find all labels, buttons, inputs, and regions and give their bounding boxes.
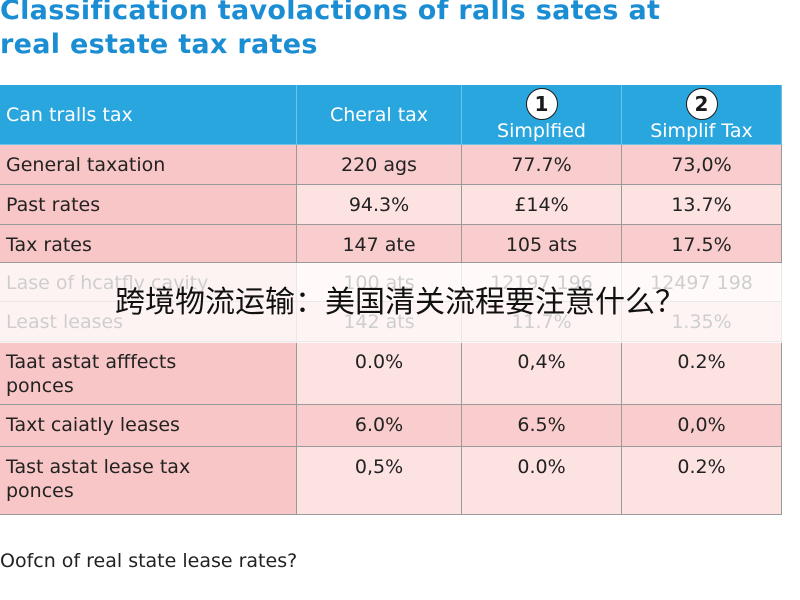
table-cell: Tax rates [0, 225, 297, 263]
table-cell: £14% [462, 185, 622, 225]
table-cell: 147 ate [297, 225, 462, 263]
table-cell: 0.2% [622, 447, 782, 515]
table-cell: 6.5% [462, 405, 622, 447]
table-cell: 94.3% [297, 185, 462, 225]
table-cell: 0,5% [297, 447, 462, 515]
table-cell: 105 ats [462, 225, 622, 263]
table-cell: 13.7% [622, 185, 782, 225]
overlay-band [0, 263, 800, 343]
footer: Oofcn of real state lease rates? [0, 550, 298, 572]
table-cell: Taat astat afffects ponces [0, 342, 297, 405]
header-cell: Can tralls tax [0, 85, 297, 145]
table-cell: Tast astat lease tax ponces [0, 447, 297, 515]
table-cell: Taxt caiatly leases [0, 405, 297, 447]
table-cell: 73,0% [622, 145, 782, 185]
header-label: Simplfied [497, 120, 586, 142]
header-label: Simplif Tax [650, 120, 753, 142]
header-cell: 1 Simplfied [462, 85, 622, 145]
table-cell: 0.0% [297, 342, 462, 405]
header-label: Can tralls tax [6, 104, 133, 126]
table-cell: 0,0% [622, 405, 782, 447]
title: Classification tavolactions of ralls sat… [0, 0, 661, 60]
table-cell: General taxation [0, 145, 297, 185]
header-badge: 1 [525, 88, 558, 120]
table-cell: 0.0% [462, 447, 622, 515]
overlay-text: 跨境物流运输：美国清关流程要注意什么？ [115, 285, 685, 320]
header-badge: 2 [685, 88, 718, 120]
table-cell: 77.7% [462, 145, 622, 185]
table-cell: 6.0% [297, 405, 462, 447]
table-cell: 0.2% [622, 342, 782, 405]
table-cell: 0,4% [462, 342, 622, 405]
table-cell: Past rates [0, 185, 297, 225]
table-cell: 220 ags [297, 145, 462, 185]
header-label: Cheral tax [329, 104, 429, 126]
header-cell: Cheral tax [297, 85, 462, 145]
table-cell: 17.5% [622, 225, 782, 263]
header-cell: 2 Simplif Tax [622, 85, 782, 145]
